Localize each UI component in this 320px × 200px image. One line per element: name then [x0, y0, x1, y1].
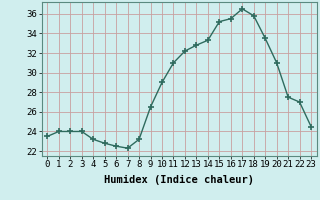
X-axis label: Humidex (Indice chaleur): Humidex (Indice chaleur) — [104, 175, 254, 185]
